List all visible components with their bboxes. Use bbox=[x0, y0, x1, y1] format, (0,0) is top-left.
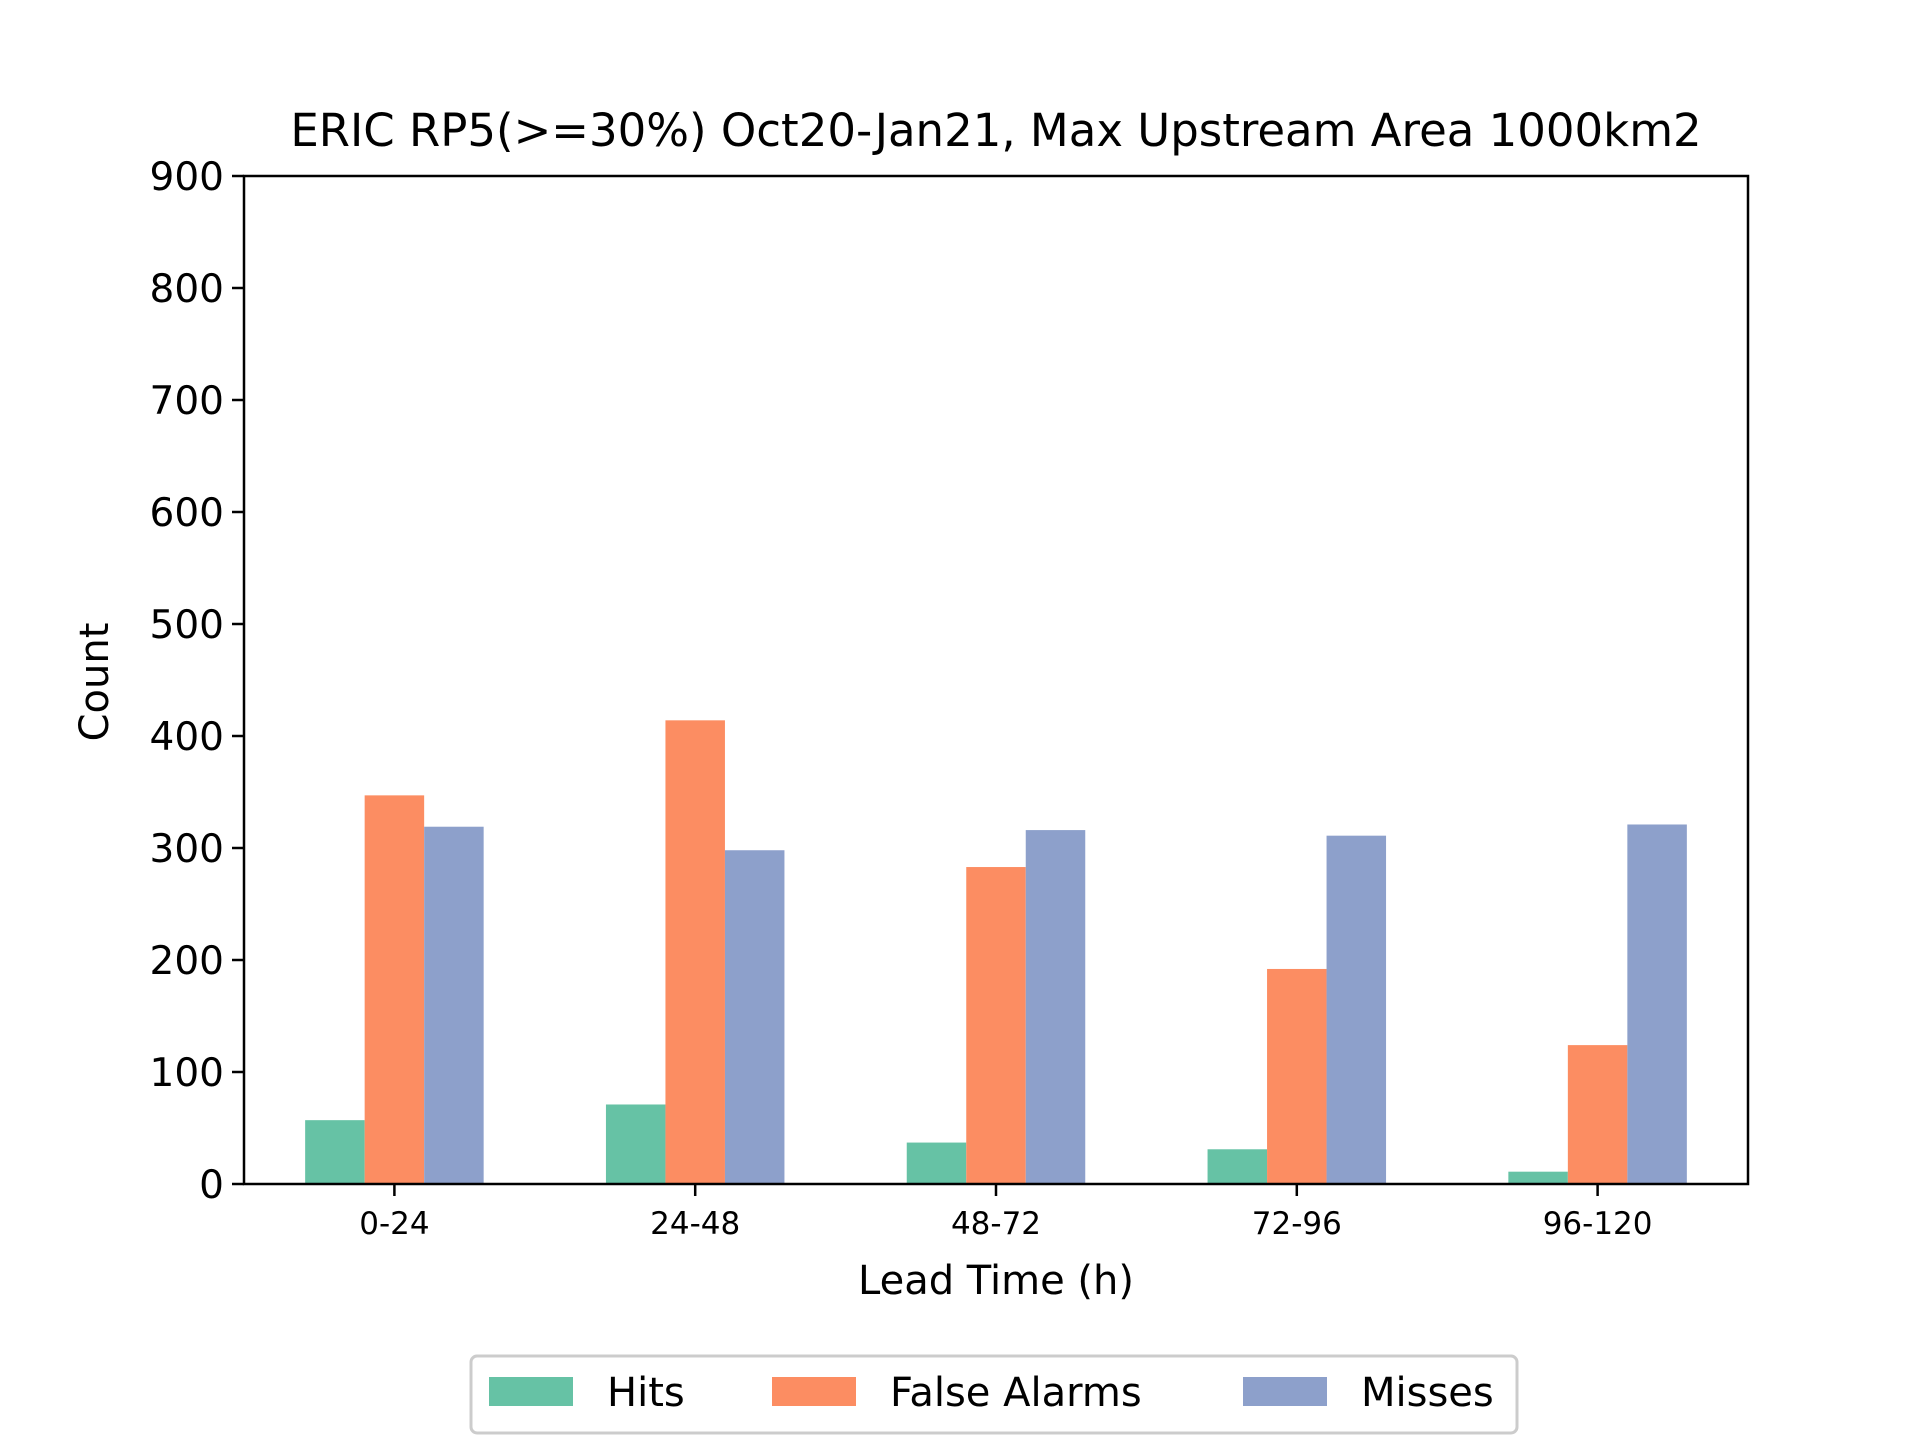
legend: Hits False Alarms Misses bbox=[469, 1354, 1519, 1435]
x-axis-label: Lead Time (h) bbox=[858, 1258, 1134, 1304]
bars bbox=[305, 720, 1687, 1184]
bar bbox=[1207, 1149, 1268, 1184]
y-tick-label: 100 bbox=[150, 1051, 224, 1096]
legend-label: False Alarms bbox=[890, 1370, 1142, 1416]
legend-label: Hits bbox=[607, 1370, 685, 1416]
y-tick-label: 0 bbox=[199, 1163, 224, 1208]
bar bbox=[724, 850, 785, 1184]
y-tick-label: 900 bbox=[150, 155, 224, 200]
y-axis-label: Count bbox=[72, 623, 118, 742]
x-tick-label: 24-48 bbox=[650, 1206, 740, 1242]
legend-frame bbox=[469, 1354, 1519, 1435]
chart-title: ERIC RP5(>=30%) Oct20-Jan21, Max Upstrea… bbox=[290, 104, 1701, 157]
bar bbox=[1508, 1171, 1568, 1184]
bar bbox=[906, 1142, 967, 1184]
y-axis: 0 100 200 300 400 500 600 700 800 900 bbox=[150, 155, 244, 1208]
bar bbox=[1267, 968, 1327, 1184]
y-tick-label: 800 bbox=[150, 267, 224, 312]
bar bbox=[1326, 835, 1387, 1184]
legend-swatch bbox=[772, 1377, 856, 1406]
legend-swatch bbox=[489, 1377, 573, 1406]
y-tick-label: 200 bbox=[150, 939, 224, 984]
x-tick-label: 72-96 bbox=[1252, 1206, 1342, 1242]
bar bbox=[1627, 824, 1687, 1184]
bar bbox=[605, 1104, 666, 1184]
bar bbox=[966, 867, 1026, 1184]
bar bbox=[305, 1120, 365, 1184]
x-tick-label: 48-72 bbox=[951, 1206, 1041, 1242]
bar bbox=[665, 720, 725, 1184]
legend-swatch bbox=[1243, 1377, 1327, 1406]
x-tick-label: 96-120 bbox=[1543, 1206, 1653, 1242]
bar bbox=[1025, 830, 1086, 1184]
plot-frame bbox=[242, 174, 1750, 1186]
x-tick-label: 0-24 bbox=[359, 1206, 429, 1242]
bar bbox=[364, 795, 425, 1184]
y-tick-label: 700 bbox=[150, 379, 224, 424]
y-tick-label: 600 bbox=[150, 491, 224, 536]
y-tick-label: 500 bbox=[150, 603, 224, 648]
legend-label: Misses bbox=[1361, 1370, 1494, 1416]
y-tick-label: 300 bbox=[150, 827, 224, 872]
bar bbox=[1567, 1045, 1628, 1184]
x-axis: 0-24 24-48 48-72 72-96 96-120 bbox=[359, 1184, 1653, 1242]
y-tick-label: 400 bbox=[150, 715, 224, 760]
bar bbox=[424, 826, 484, 1184]
